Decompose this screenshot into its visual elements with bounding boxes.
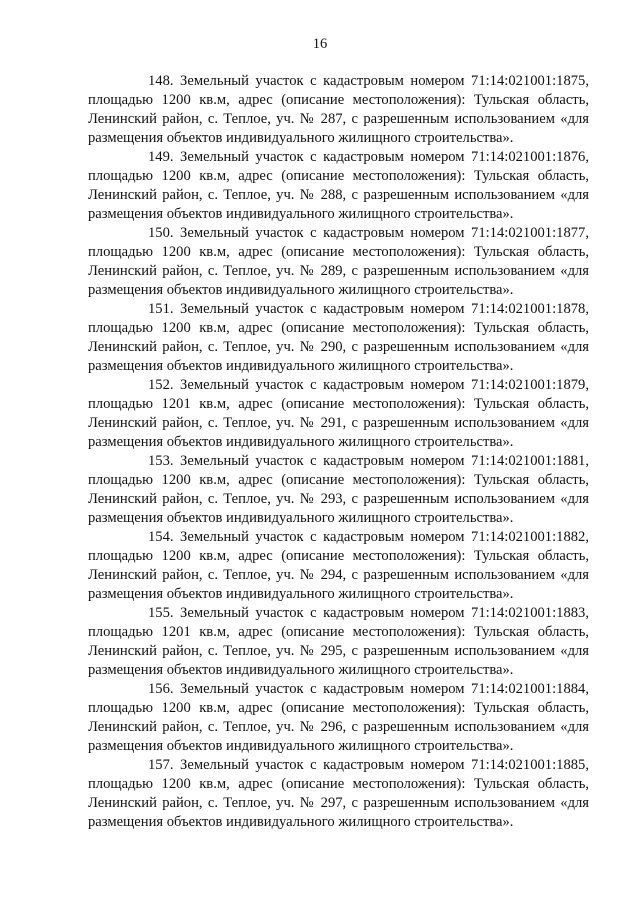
text-line: площадью 1200 кв.м, адрес (описание мест… <box>88 700 589 716</box>
text-line: 156. Земельный участок с кадастровым ном… <box>148 681 589 697</box>
text-line: 148. Земельный участок с кадастровым ном… <box>148 73 589 89</box>
text-line: размещения объектов индивидуального жили… <box>88 586 514 602</box>
text-line: площадью 1200 кв.м, адрес (описание мест… <box>88 92 589 108</box>
text-line: Ленинский район, с. Теплое, уч. № 296, с… <box>88 719 589 735</box>
text-line: размещения объектов индивидуального жили… <box>88 206 514 222</box>
text-line: 155. Земельный участок с кадастровым ном… <box>148 605 589 621</box>
text-line: Ленинский район, с. Теплое, уч. № 290, с… <box>88 339 589 355</box>
text-line: размещения объектов индивидуального жили… <box>88 510 514 526</box>
text-line: площадью 1200 кв.м, адрес (описание мест… <box>88 168 589 184</box>
text-line: площадью 1200 кв.м, адрес (описание мест… <box>88 320 589 336</box>
text-line: площадью 1201 кв.м, адрес (описание мест… <box>88 396 589 412</box>
text-line: 150. Земельный участок с кадастровым ном… <box>148 225 589 241</box>
text-line: размещения объектов индивидуального жили… <box>88 738 514 754</box>
text-line: площадью 1200 кв.м, адрес (описание мест… <box>88 548 589 564</box>
text-line: площадью 1200 кв.м, адрес (описание мест… <box>88 244 589 260</box>
document-body: 148. Земельный участок с кадастровым ном… <box>88 72 589 832</box>
list-item: 157. Земельный участок с кадастровым ном… <box>88 756 589 832</box>
text-line: Ленинский район, с. Теплое, уч. № 288, с… <box>88 187 589 203</box>
text-line: размещения объектов индивидуального жили… <box>88 282 514 298</box>
text-line: Ленинский район, с. Теплое, уч. № 297, с… <box>88 795 589 811</box>
text-line: площадью 1200 кв.м, адрес (описание мест… <box>88 472 589 488</box>
text-line: площадью 1200 кв.м, адрес (описание мест… <box>88 776 589 792</box>
text-line: 151. Земельный участок с кадастровым ном… <box>148 301 589 317</box>
text-line: размещения объектов индивидуального жили… <box>88 434 514 450</box>
list-item: 155. Земельный участок с кадастровым ном… <box>88 604 589 680</box>
text-line: размещения объектов индивидуального жили… <box>88 662 514 678</box>
list-item: 153. Земельный участок с кадастровым ном… <box>88 452 589 528</box>
list-item: 156. Земельный участок с кадастровым ном… <box>88 680 589 756</box>
list-item: 148. Земельный участок с кадастровым ном… <box>88 72 589 148</box>
text-line: 157. Земельный участок с кадастровым ном… <box>148 757 589 773</box>
text-line: Ленинский район, с. Теплое, уч. № 295, с… <box>88 643 589 659</box>
text-line: размещения объектов индивидуального жили… <box>88 358 514 374</box>
text-line: Ленинский район, с. Теплое, уч. № 294, с… <box>88 567 589 583</box>
text-line: размещения объектов индивидуального жили… <box>88 130 514 146</box>
text-line: Ленинский район, с. Теплое, уч. № 293, с… <box>88 491 589 507</box>
text-line: Ленинский район, с. Теплое, уч. № 289, с… <box>88 263 589 279</box>
list-item: 151. Земельный участок с кадастровым ном… <box>88 300 589 376</box>
page-number: 16 <box>312 36 328 52</box>
text-line: 154. Земельный участок с кадастровым ном… <box>148 529 589 545</box>
list-item: 154. Земельный участок с кадастровым ном… <box>88 528 589 604</box>
list-item: 150. Земельный участок с кадастровым ном… <box>88 224 589 300</box>
list-item: 149. Земельный участок с кадастровым ном… <box>88 148 589 224</box>
text-line: 152. Земельный участок с кадастровым ном… <box>148 377 589 393</box>
list-item: 152. Земельный участок с кадастровым ном… <box>88 376 589 452</box>
text-line: Ленинский район, с. Теплое, уч. № 291, с… <box>88 415 589 431</box>
text-line: площадью 1201 кв.м, адрес (описание мест… <box>88 624 589 640</box>
text-line: 149. Земельный участок с кадастровым ном… <box>148 149 589 165</box>
text-line: размещения объектов индивидуального жили… <box>88 814 514 830</box>
text-line: Ленинский район, с. Теплое, уч. № 287, с… <box>88 111 589 127</box>
text-line: 153. Земельный участок с кадастровым ном… <box>148 453 589 469</box>
